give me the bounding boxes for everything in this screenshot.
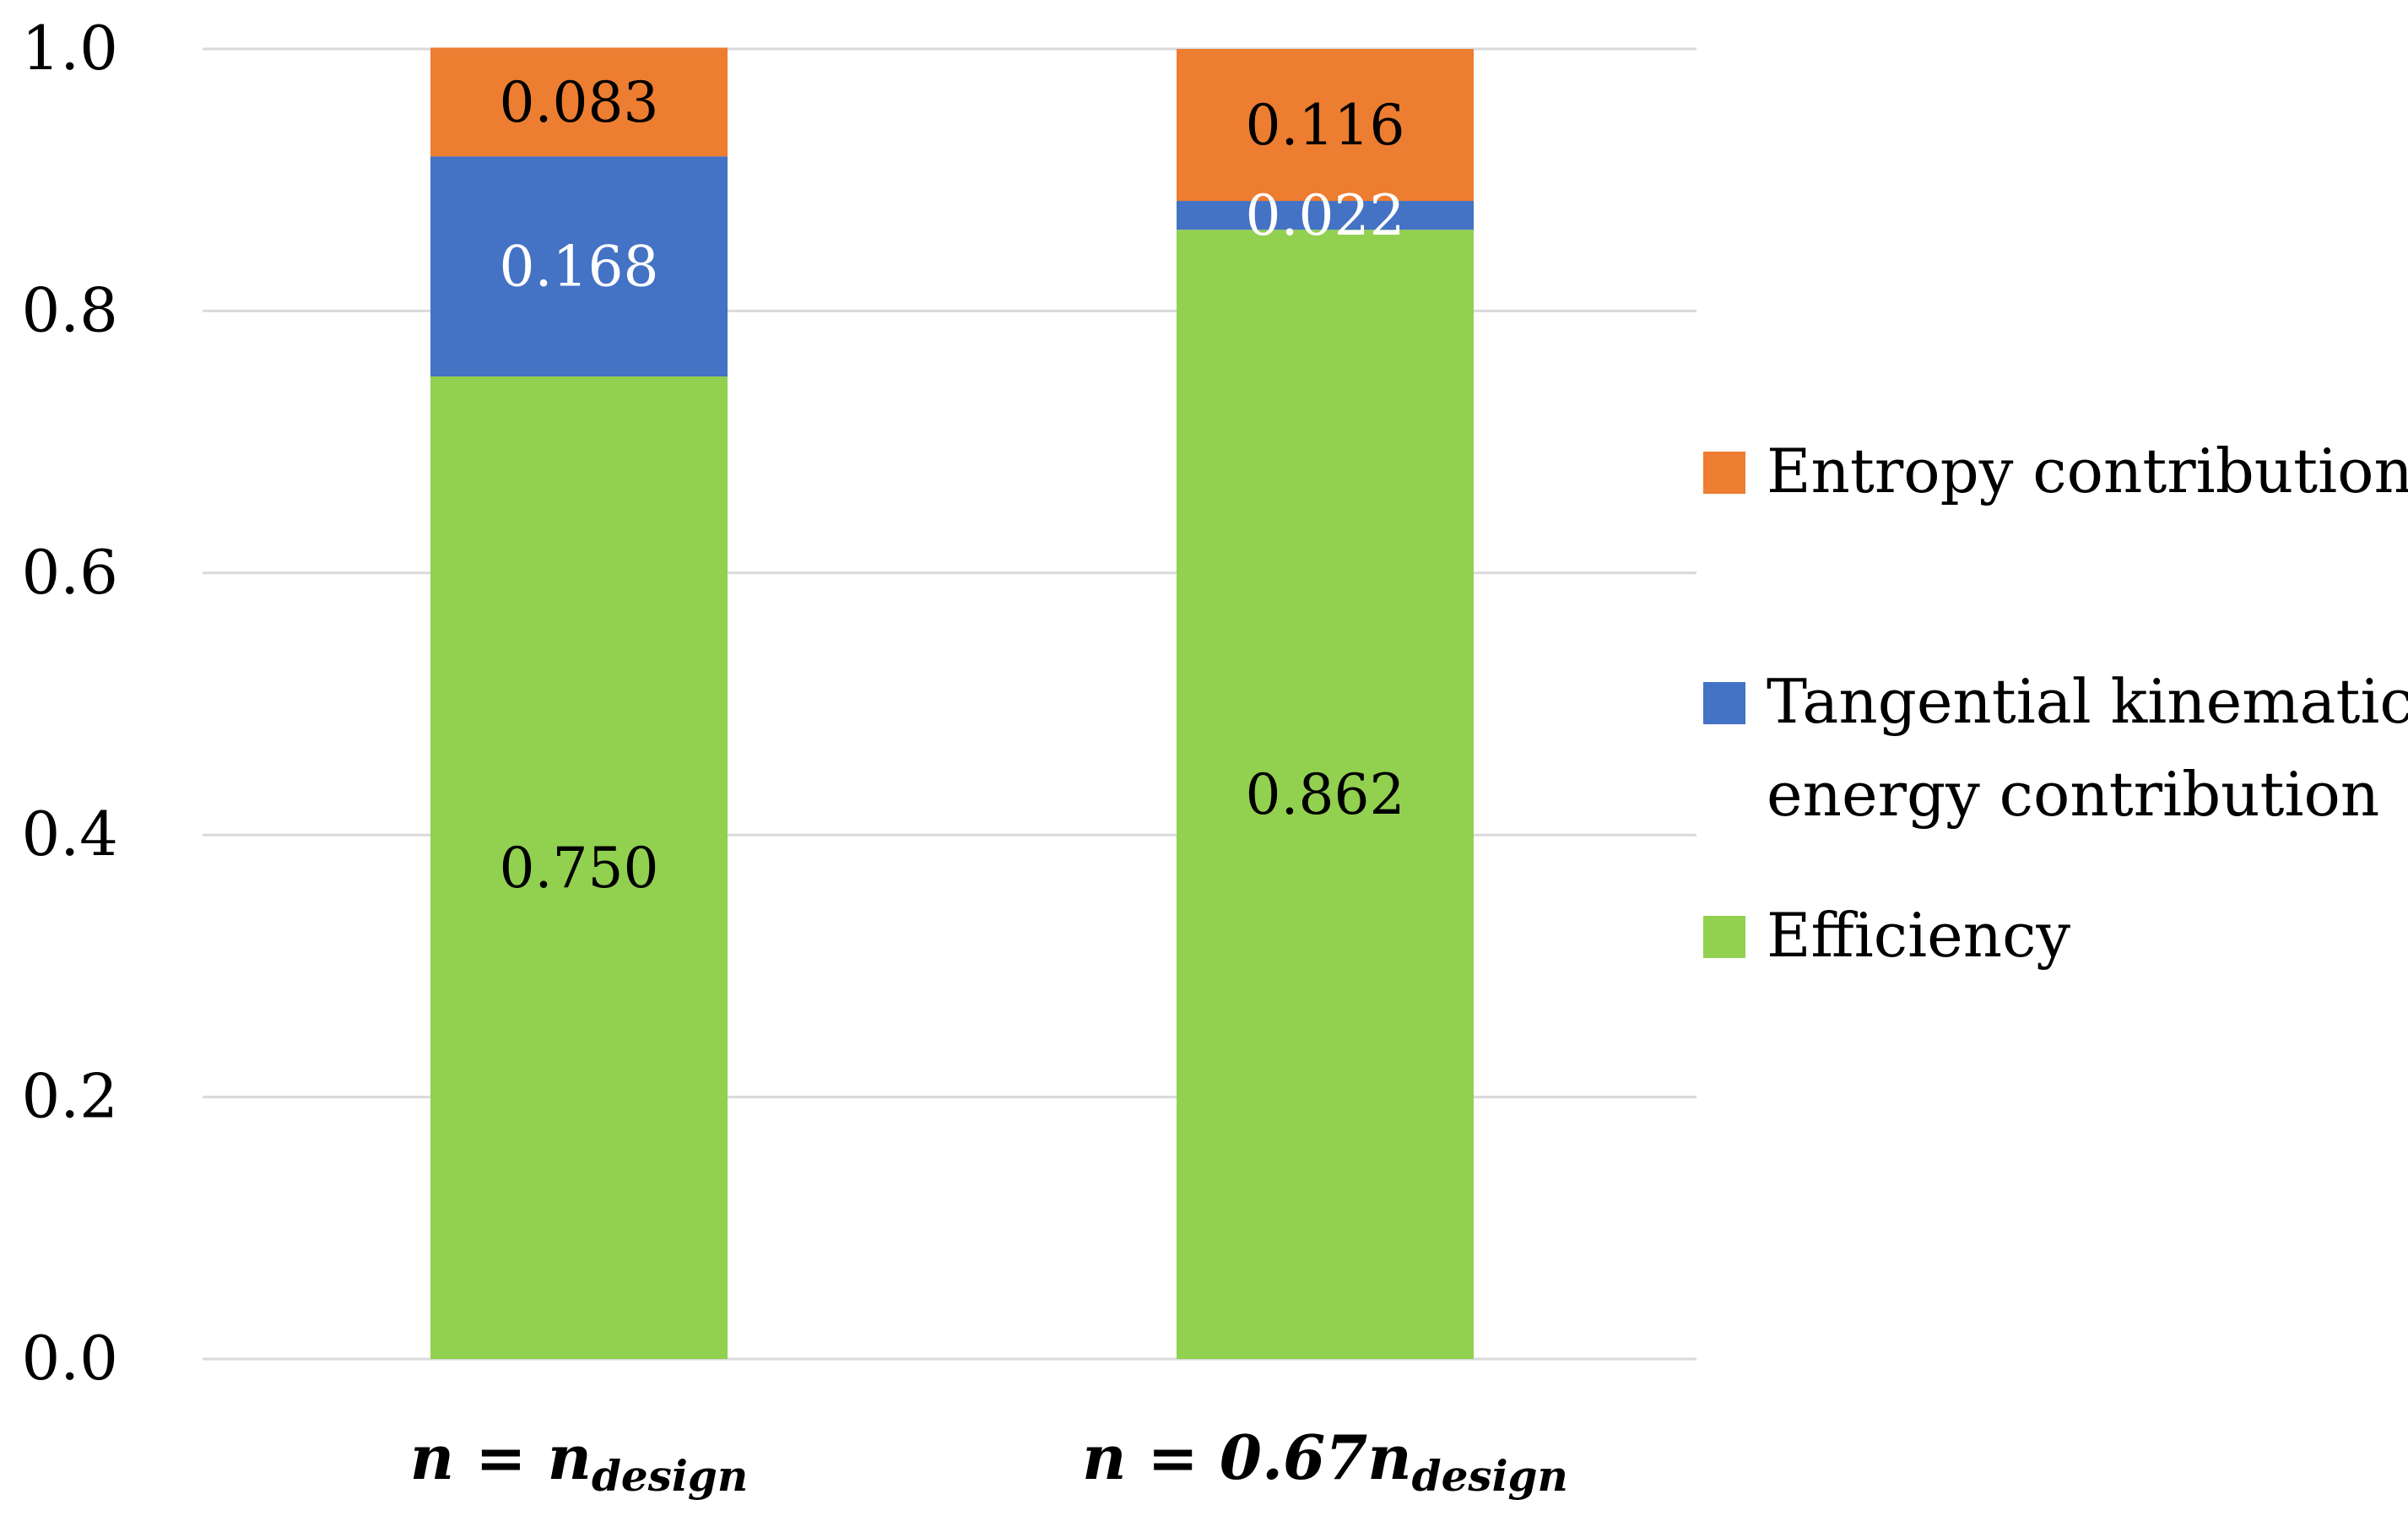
x-category-label: n = ndesign (410, 1421, 748, 1501)
data-label: 0.750 (500, 836, 659, 901)
bar-segment (1177, 201, 1474, 230)
legend-label: Entropy contribution (1767, 436, 2408, 506)
data-labels: 0.750 0.168 0.083 0.862 0.022 0.116 (500, 70, 1405, 901)
legend-swatch (1703, 452, 1745, 494)
legend-label: Efficiency (1767, 900, 2070, 971)
y-tick-label: 1.0 (21, 13, 118, 84)
legend: Entropy contribution Tangential kinematic… (1703, 436, 2408, 971)
category-subscript: design (592, 1451, 748, 1501)
x-axis: n = ndesign n = 0.67ndesign (410, 1421, 1568, 1501)
bars (430, 47, 1474, 1359)
legend-label: energy contribution (1767, 759, 2379, 830)
y-tick-label: 0.0 (21, 1323, 118, 1394)
y-tick-label: 0.4 (21, 799, 118, 869)
legend-swatch (1703, 682, 1745, 724)
data-label: 0.022 (1246, 183, 1405, 248)
bar-segment (430, 156, 728, 377)
bar-segment (430, 376, 728, 1359)
legend-swatch (1703, 916, 1745, 958)
category-main: n = 0.67n (1082, 1421, 1412, 1493)
y-tick-label: 0.2 (21, 1061, 118, 1132)
bar-segment (1177, 49, 1474, 202)
category-subscript: design (1412, 1451, 1568, 1501)
data-label: 0.116 (1246, 93, 1405, 158)
y-tick-label: 0.8 (21, 274, 118, 345)
bar-segment (1177, 230, 1474, 1359)
bar-segment (430, 47, 728, 157)
y-tick-label: 0.6 (21, 537, 118, 608)
category-main: n = n (410, 1421, 592, 1493)
data-label: 0.083 (500, 70, 659, 135)
y-axis: 0.0 0.2 0.4 0.6 0.8 1.0 (21, 13, 118, 1394)
data-label: 0.168 (500, 235, 659, 300)
data-label: 0.862 (1246, 762, 1405, 827)
legend-label: Tangential kinematic (1767, 666, 2408, 737)
x-category-label: n = 0.67ndesign (1082, 1421, 1568, 1501)
